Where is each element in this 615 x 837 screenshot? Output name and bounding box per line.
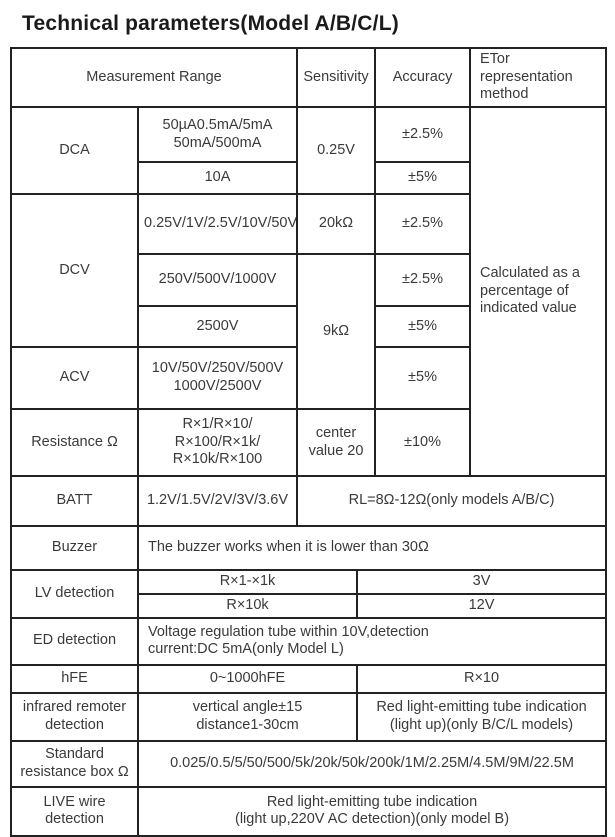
- buzzer-label: Buzzer: [10, 525, 139, 572]
- ed-label: ED detection: [10, 616, 139, 666]
- lv-label: LV detection: [10, 569, 139, 619]
- acv-range: 10V/50V/250V/500V 1000V/2500V: [136, 346, 299, 411]
- row-standard-box: Standard resistance box Ω 0.025/0.5/5/50…: [10, 739, 608, 788]
- row-lv-1: LV detection R×1-×1k 3V: [10, 569, 608, 619]
- row-dcv-3: 2500V ±5%: [11, 305, 606, 349]
- dca-range-high: 10A: [136, 161, 299, 196]
- dcv-range-3: 2500V: [136, 305, 299, 349]
- batt-label: BATT: [10, 475, 139, 528]
- dcv-sensitivity-1: 20kΩ: [296, 193, 377, 256]
- dcv-accuracy-3: ±5%: [374, 305, 472, 349]
- ed-note: Voltage regulation tube within 10V,detec…: [136, 616, 608, 666]
- dca-accuracy-low: ±2.5%: [374, 106, 472, 164]
- lv-value-1: 3V: [356, 569, 608, 596]
- live-wire-value: Red light-emitting tube indication (ligh…: [136, 785, 608, 837]
- header-sensitivity: Sensitivity: [296, 46, 377, 109]
- standard-box-label: Standard resistance box Ω: [10, 739, 139, 788]
- row-dcv-1: DCV 0.25V/1V/2.5V/10V/50V 20kΩ ±2.5%: [10, 193, 606, 349]
- header-accuracy: Accuracy: [374, 46, 472, 109]
- row-dcv-2: 250V/500V/1000V 9kΩ ±2.5%: [11, 253, 606, 411]
- dcv-sensitivity-2: 9kΩ: [296, 253, 377, 411]
- row-ed: ED detection Voltage regulation tube wit…: [10, 616, 608, 666]
- row-dca-high: 10A ±5%: [11, 161, 606, 196]
- hfe-value: R×10: [356, 663, 608, 694]
- resistance-sensitivity: center value 20: [296, 408, 377, 478]
- batt-range: 1.2V/1.5V/2V/3V/3.6V: [136, 475, 299, 528]
- dcv-label: DCV: [10, 193, 139, 349]
- dca-label: DCA: [10, 106, 139, 196]
- lv-range-1: R×1-×1k: [136, 569, 359, 596]
- hfe-range: 0~1000hFE: [136, 663, 359, 694]
- row-acv: ACV 10V/50V/250V/500V 1000V/2500V ±5%: [10, 346, 606, 411]
- buzzer-note: The buzzer works when it is lower than 3…: [136, 525, 608, 572]
- dca-sensitivity: 0.25V: [296, 106, 377, 196]
- lv-range-2: R×10k: [136, 593, 359, 619]
- row-dca-low: DCA 50µA0.5mA/5mA 50mA/500mA 0.25V ±2.5%…: [10, 106, 608, 478]
- acv-accuracy: ±5%: [374, 346, 472, 411]
- header-row: Measurement Range Sensitivity Accuracy E…: [9, 46, 608, 109]
- infrared-label: infrared remoter detection: [10, 691, 139, 742]
- resistance-range: R×1/R×10/ R×100/R×1k/ R×10k/R×100: [136, 408, 299, 478]
- error-representation-note: Calculated as a percentage of indicated …: [469, 106, 608, 478]
- resistance-label: Resistance Ω: [10, 408, 139, 478]
- technical-parameters-table: Measurement Range Sensitivity Accuracy E…: [9, 46, 608, 837]
- row-resistance: Resistance Ω R×1/R×10/ R×100/R×1k/ R×10k…: [10, 408, 606, 478]
- row-buzzer: Buzzer The buzzer works when it is lower…: [10, 525, 608, 572]
- resistance-accuracy: ±10%: [374, 408, 472, 478]
- lv-value-2: 12V: [356, 593, 608, 619]
- infrared-value: Red light-emitting tube indication (ligh…: [356, 691, 608, 742]
- dca-range-low: 50µA0.5mA/5mA 50mA/500mA: [136, 106, 299, 164]
- standard-box-value: 0.025/0.5/5/50/500/5k/20k/50k/200k/1M/2.…: [136, 739, 608, 788]
- row-hfe: hFE 0~1000hFE R×10: [10, 663, 608, 694]
- page-title: Technical parameters(Model A/B/C/L): [22, 12, 399, 35]
- infrared-range: vertical angle±15 distance1-30cm: [136, 691, 359, 742]
- row-infrared: infrared remoter detection vertical angl…: [10, 691, 608, 742]
- acv-label: ACV: [10, 346, 139, 411]
- header-measurement-range: Measurement Range: [9, 46, 299, 109]
- row-batt: BATT 1.2V/1.5V/2V/3V/3.6V RL=8Ω-12Ω(only…: [10, 475, 608, 528]
- dcv-accuracy-1: ±2.5%: [374, 193, 472, 256]
- row-lv-2: R×10k 12V: [11, 593, 608, 619]
- dca-accuracy-high: ±5%: [374, 161, 472, 196]
- dcv-range-1: 0.25V/1V/2.5V/10V/50V: [136, 193, 299, 256]
- dcv-range-2: 250V/500V/1000V: [136, 253, 299, 308]
- header-error-representation: ETor representation method: [469, 46, 608, 109]
- hfe-label: hFE: [10, 663, 139, 694]
- batt-note: RL=8Ω-12Ω(only models A/B/C): [296, 475, 608, 528]
- live-wire-label: LIVE wire detection: [10, 785, 139, 837]
- dcv-accuracy-2: ±2.5%: [374, 253, 472, 308]
- row-live-wire: LIVE wire detection Red light-emitting t…: [10, 785, 608, 837]
